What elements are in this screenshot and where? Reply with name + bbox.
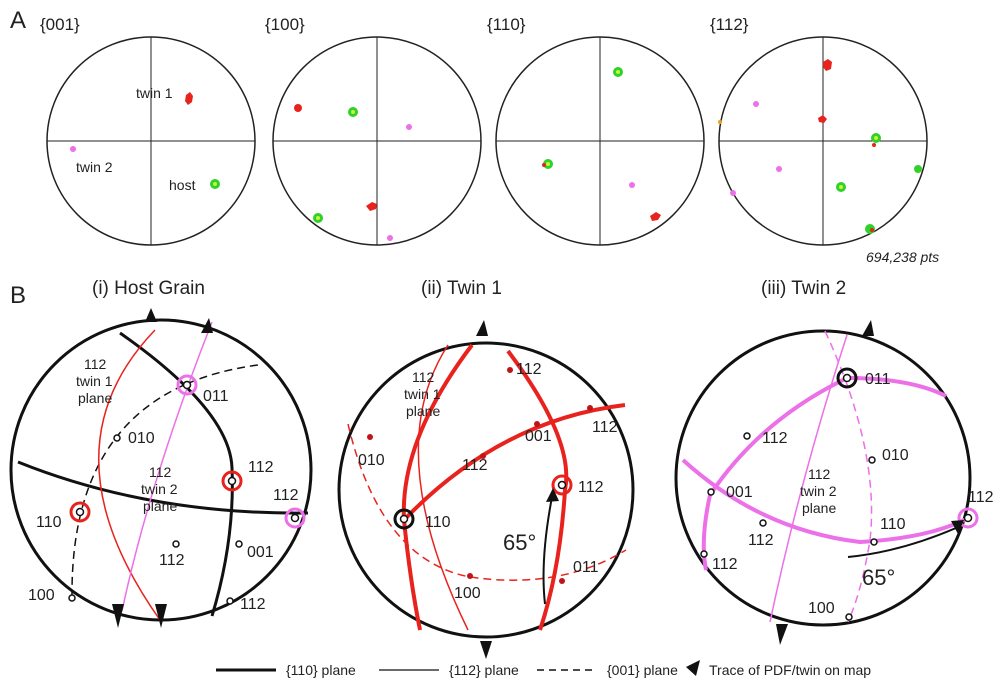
pole-label: 110 [880,516,906,533]
rotation-angle-label: 65° [503,530,536,555]
pole-label: 112 [273,487,299,504]
legend-001: {001} plane [607,662,678,678]
legend-110: {110} plane [286,662,356,678]
panel-letter-a: A [10,7,26,34]
pole-figure-100: {100} [265,15,482,246]
pole-label: 112 [248,459,274,476]
legend-112: {112} plane [449,662,519,678]
points-count: 694,238 pts [866,249,939,265]
pf-label-110: {110} [487,15,526,34]
pole-label: 112 [968,489,994,506]
pole-label: 112 [462,457,488,474]
pole-label: 010 [358,452,385,469]
pole-label: 112 [240,596,266,613]
pf-label-100: {100} [265,15,305,34]
plane-label-line: plane [406,403,440,419]
plane-label-line: plane [143,498,177,514]
pole-label: 001 [726,484,753,501]
rotation-angle-label: 65° [862,565,895,590]
pole-label: 110 [425,514,451,531]
annotation-twin2: twin 2 [76,159,113,175]
stereonet-host: (i) Host Grain 112 twin 1 plane 1 [9,278,313,628]
pole-label: 112 [578,479,604,496]
pole-label: 112 [159,552,185,569]
pole-label: 112 [516,361,542,378]
pole-label: 112 [748,532,774,549]
pole-label: 011 [203,388,229,405]
pole-label: 112 [712,556,738,573]
pole-label: 100 [28,587,55,604]
plane-label-line: plane [78,390,112,406]
stereonet-twin2: (iii) Twin 2 112 twin 2 plane 011 112 [674,278,994,645]
pole-label: 010 [882,447,909,464]
stereonet-twin1: (ii) Twin 1 112 twin 1 plane 112 112 [337,278,635,659]
pole-label: 011 [865,371,891,388]
plane-label-line: 112 [149,464,172,480]
twin2-point [70,146,76,152]
pole-label: 112 [762,430,788,447]
plane-label-line: twin 2 [141,481,178,497]
plane-label-line: twin 1 [404,386,441,402]
twin1-cluster [185,92,193,105]
pole-label: 010 [128,430,155,447]
plane-label-line: 112 [808,466,831,482]
pole-label: 100 [454,585,481,602]
pole-figure-110: {110} [487,15,705,246]
plane-label-line: 112 [84,356,107,372]
pole-label: 110 [36,514,62,531]
pf-label-112: {112} [710,15,749,34]
legend: {110} plane {112} plane {001} plane Trac… [216,660,871,678]
annotation-host: host [169,177,196,193]
plane-label-line: twin 2 [800,483,837,499]
pole-label: 001 [525,428,552,445]
plane-label-line: twin 1 [76,373,113,389]
stereonet-title-twin2: (iii) Twin 2 [761,278,846,299]
pole-label: 011 [573,559,599,576]
pole-figure-112: {112} [710,15,928,246]
pf-label-001: {001} [40,15,80,34]
pole-label: 112 [592,419,618,436]
stereonet-title-host: (i) Host Grain [92,278,205,299]
legend-trace: Trace of PDF/twin on map [709,662,871,678]
stereonet-title-twin1: (ii) Twin 1 [421,278,502,299]
plane-label-line: plane [802,500,836,516]
plane-label-line: 112 [412,369,435,385]
pole-label: 001 [247,544,274,561]
trace-marker-icon [686,660,700,676]
pole-label: 100 [808,600,835,617]
annotation-twin1: twin 1 [136,85,173,101]
panel-letter-b: B [10,282,26,309]
pole-figure-001: {001} twin 1 twin 2 host [40,15,256,246]
